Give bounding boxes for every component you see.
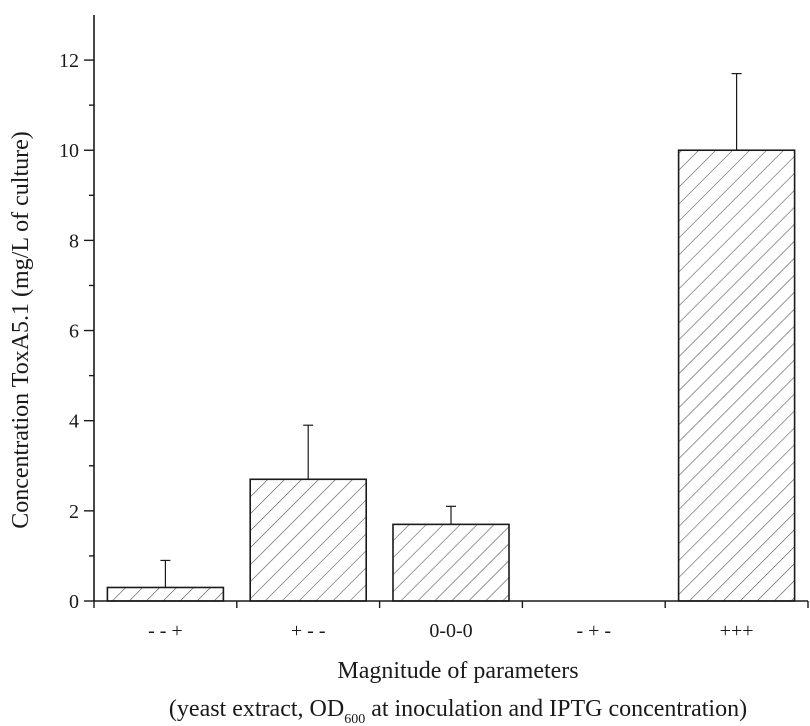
axes-layer <box>93 15 808 602</box>
bar-1 <box>249 478 367 602</box>
x-tick-label: - - + <box>148 620 183 642</box>
y-tick-label: 12 <box>59 50 79 72</box>
y-tick-label: 4 <box>69 411 79 433</box>
x-tick-label: - + - <box>576 620 611 642</box>
x-tick-label: + - - <box>291 620 326 642</box>
x-axis-subtitle-sub: 600 <box>344 712 365 726</box>
y-tick-label: 6 <box>69 321 79 343</box>
x-axis-subtitle-post: at inoculation and IPTG concentration) <box>365 696 747 722</box>
y-axis-title: Concentration ToxA5.1 (mg/L of culture) <box>8 131 34 529</box>
bar-4 <box>677 149 796 602</box>
x-axis-subtitle-pre: (yeast extract, OD <box>169 696 344 722</box>
y-tick-label: 8 <box>69 230 79 252</box>
bar-0 <box>106 586 225 602</box>
y-tick-label: 10 <box>59 140 79 162</box>
y-tick-label: 0 <box>69 591 79 613</box>
x-tick-label: 0-0-0 <box>429 620 472 642</box>
x-axis-title: Magnitude of parameters <box>337 658 578 684</box>
error-bars-layer <box>160 72 742 588</box>
x-axis-subtitle: (yeast extract, OD600 at inoculation and… <box>169 696 747 726</box>
ticks-layer: 0 2 4 6 8 10 12 - - + + - - 0-0-0 - + - +++ <box>59 50 809 642</box>
bar-2 <box>392 523 510 602</box>
x-tick-label: +++ <box>720 620 754 642</box>
y-tick-label: 2 <box>69 501 79 523</box>
bars-layer <box>106 149 796 602</box>
